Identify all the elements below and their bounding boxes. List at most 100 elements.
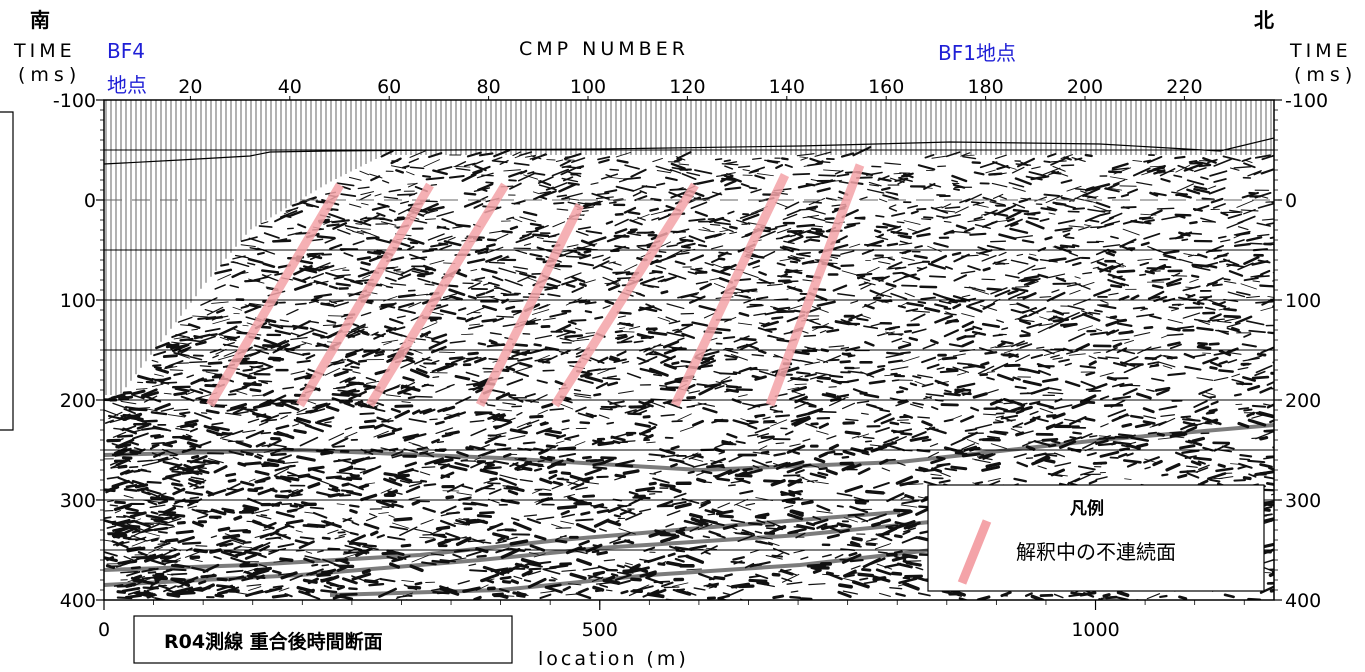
reflection-mark bbox=[1198, 390, 1207, 395]
reflection-mark bbox=[546, 455, 556, 460]
reflection-mark bbox=[982, 267, 991, 272]
reflection-mark bbox=[694, 267, 703, 271]
reflection-mark bbox=[485, 254, 503, 263]
reflection-mark bbox=[720, 172, 736, 176]
reflection-mark bbox=[409, 150, 426, 158]
reflection-mark bbox=[638, 508, 652, 513]
reflection-mark bbox=[543, 568, 561, 575]
reflection-mark bbox=[703, 312, 716, 319]
reflection-mark bbox=[150, 537, 159, 542]
reflection-mark bbox=[874, 543, 892, 550]
reflection-mark bbox=[267, 439, 282, 448]
reflection-mark bbox=[590, 182, 599, 185]
reflection-mark bbox=[1100, 216, 1115, 225]
reflection-mark bbox=[708, 216, 725, 224]
reflection-mark bbox=[118, 519, 136, 525]
reflection-mark bbox=[635, 486, 656, 493]
reflection-mark bbox=[274, 238, 288, 243]
reflection-mark bbox=[496, 528, 506, 532]
reflection-mark bbox=[335, 282, 351, 287]
reflection-mark bbox=[116, 438, 124, 443]
reflection-mark bbox=[226, 320, 243, 325]
reflection-mark bbox=[124, 506, 139, 513]
reflection-mark bbox=[1052, 357, 1064, 360]
reflection-mark bbox=[623, 539, 635, 545]
reflection-mark bbox=[374, 193, 382, 197]
reflection-mark bbox=[359, 216, 368, 221]
reflection-mark bbox=[430, 184, 438, 186]
reflection-mark bbox=[195, 509, 209, 512]
time-tick-label-right: 100 bbox=[1285, 290, 1321, 312]
reflection-mark bbox=[680, 359, 693, 364]
reflection-mark bbox=[793, 526, 804, 529]
reflection-mark bbox=[197, 316, 217, 321]
reflection-mark bbox=[404, 461, 418, 468]
reflection-mark bbox=[963, 227, 975, 233]
reflection-mark bbox=[688, 512, 703, 519]
reflection-mark bbox=[199, 388, 212, 394]
reflection-mark bbox=[1099, 372, 1114, 377]
reflection-mark bbox=[1196, 326, 1214, 332]
reflection-mark bbox=[728, 454, 744, 463]
reflection-mark bbox=[532, 172, 546, 176]
reflection-mark bbox=[953, 274, 968, 282]
reflection-mark bbox=[400, 543, 412, 548]
reflection-mark bbox=[160, 494, 175, 501]
reflection-mark bbox=[117, 559, 132, 564]
reflection-mark bbox=[401, 401, 411, 404]
reflection-mark bbox=[1021, 239, 1035, 244]
reflection-mark bbox=[470, 428, 487, 437]
reflection-mark bbox=[1213, 178, 1227, 183]
reflection-mark bbox=[317, 550, 324, 553]
reflection-mark bbox=[1188, 160, 1198, 163]
reflection-mark bbox=[688, 390, 701, 394]
reflection-mark bbox=[376, 212, 386, 217]
reflection-mark bbox=[1182, 312, 1201, 319]
reflection-mark bbox=[1187, 439, 1203, 447]
reflection-mark bbox=[564, 192, 583, 199]
reflection-mark bbox=[564, 249, 577, 256]
reflection-mark bbox=[219, 336, 230, 341]
reflection-mark bbox=[1000, 340, 1014, 345]
reflection-mark bbox=[256, 514, 272, 520]
reflection-mark bbox=[1269, 588, 1274, 593]
reflection-mark bbox=[1084, 417, 1096, 422]
reflection-mark bbox=[648, 453, 666, 457]
reflection-mark bbox=[529, 414, 544, 419]
reflection-mark bbox=[262, 262, 276, 268]
reflection-mark bbox=[666, 244, 678, 248]
reflection-mark bbox=[557, 446, 577, 451]
reflection-mark bbox=[841, 270, 859, 276]
reflection-mark bbox=[1272, 518, 1274, 520]
reflection-mark bbox=[461, 173, 477, 183]
reflection-mark bbox=[1148, 290, 1165, 300]
reflection-mark bbox=[607, 400, 623, 408]
reflection-mark bbox=[440, 474, 451, 479]
reflection-mark bbox=[485, 289, 495, 294]
reflection-mark bbox=[135, 388, 148, 390]
reflection-mark bbox=[314, 421, 332, 428]
reflection-mark bbox=[995, 154, 1007, 160]
reflection-mark bbox=[519, 272, 537, 279]
reflection-mark bbox=[328, 213, 346, 221]
reflection-mark bbox=[859, 196, 868, 201]
reflection-mark bbox=[832, 284, 848, 292]
reflection-mark bbox=[696, 179, 715, 185]
reflection-mark bbox=[320, 302, 335, 307]
reflection-mark bbox=[697, 402, 716, 407]
reflection-mark bbox=[560, 509, 570, 516]
reflection-mark bbox=[559, 160, 571, 167]
time-axis-title-right: TIME bbox=[1289, 40, 1352, 62]
reflection-mark bbox=[794, 395, 808, 404]
reflection-mark bbox=[613, 358, 627, 364]
reflection-mark bbox=[1011, 287, 1029, 293]
reflection-mark bbox=[179, 411, 191, 415]
reflection-mark bbox=[144, 531, 161, 537]
reflection-mark bbox=[826, 572, 843, 581]
reflection-mark bbox=[1054, 227, 1073, 232]
reflection-mark bbox=[448, 175, 465, 179]
reflection-mark bbox=[570, 482, 585, 490]
reflection-mark bbox=[441, 218, 457, 225]
reflection-mark bbox=[952, 230, 971, 234]
reflection-mark bbox=[1187, 293, 1196, 299]
